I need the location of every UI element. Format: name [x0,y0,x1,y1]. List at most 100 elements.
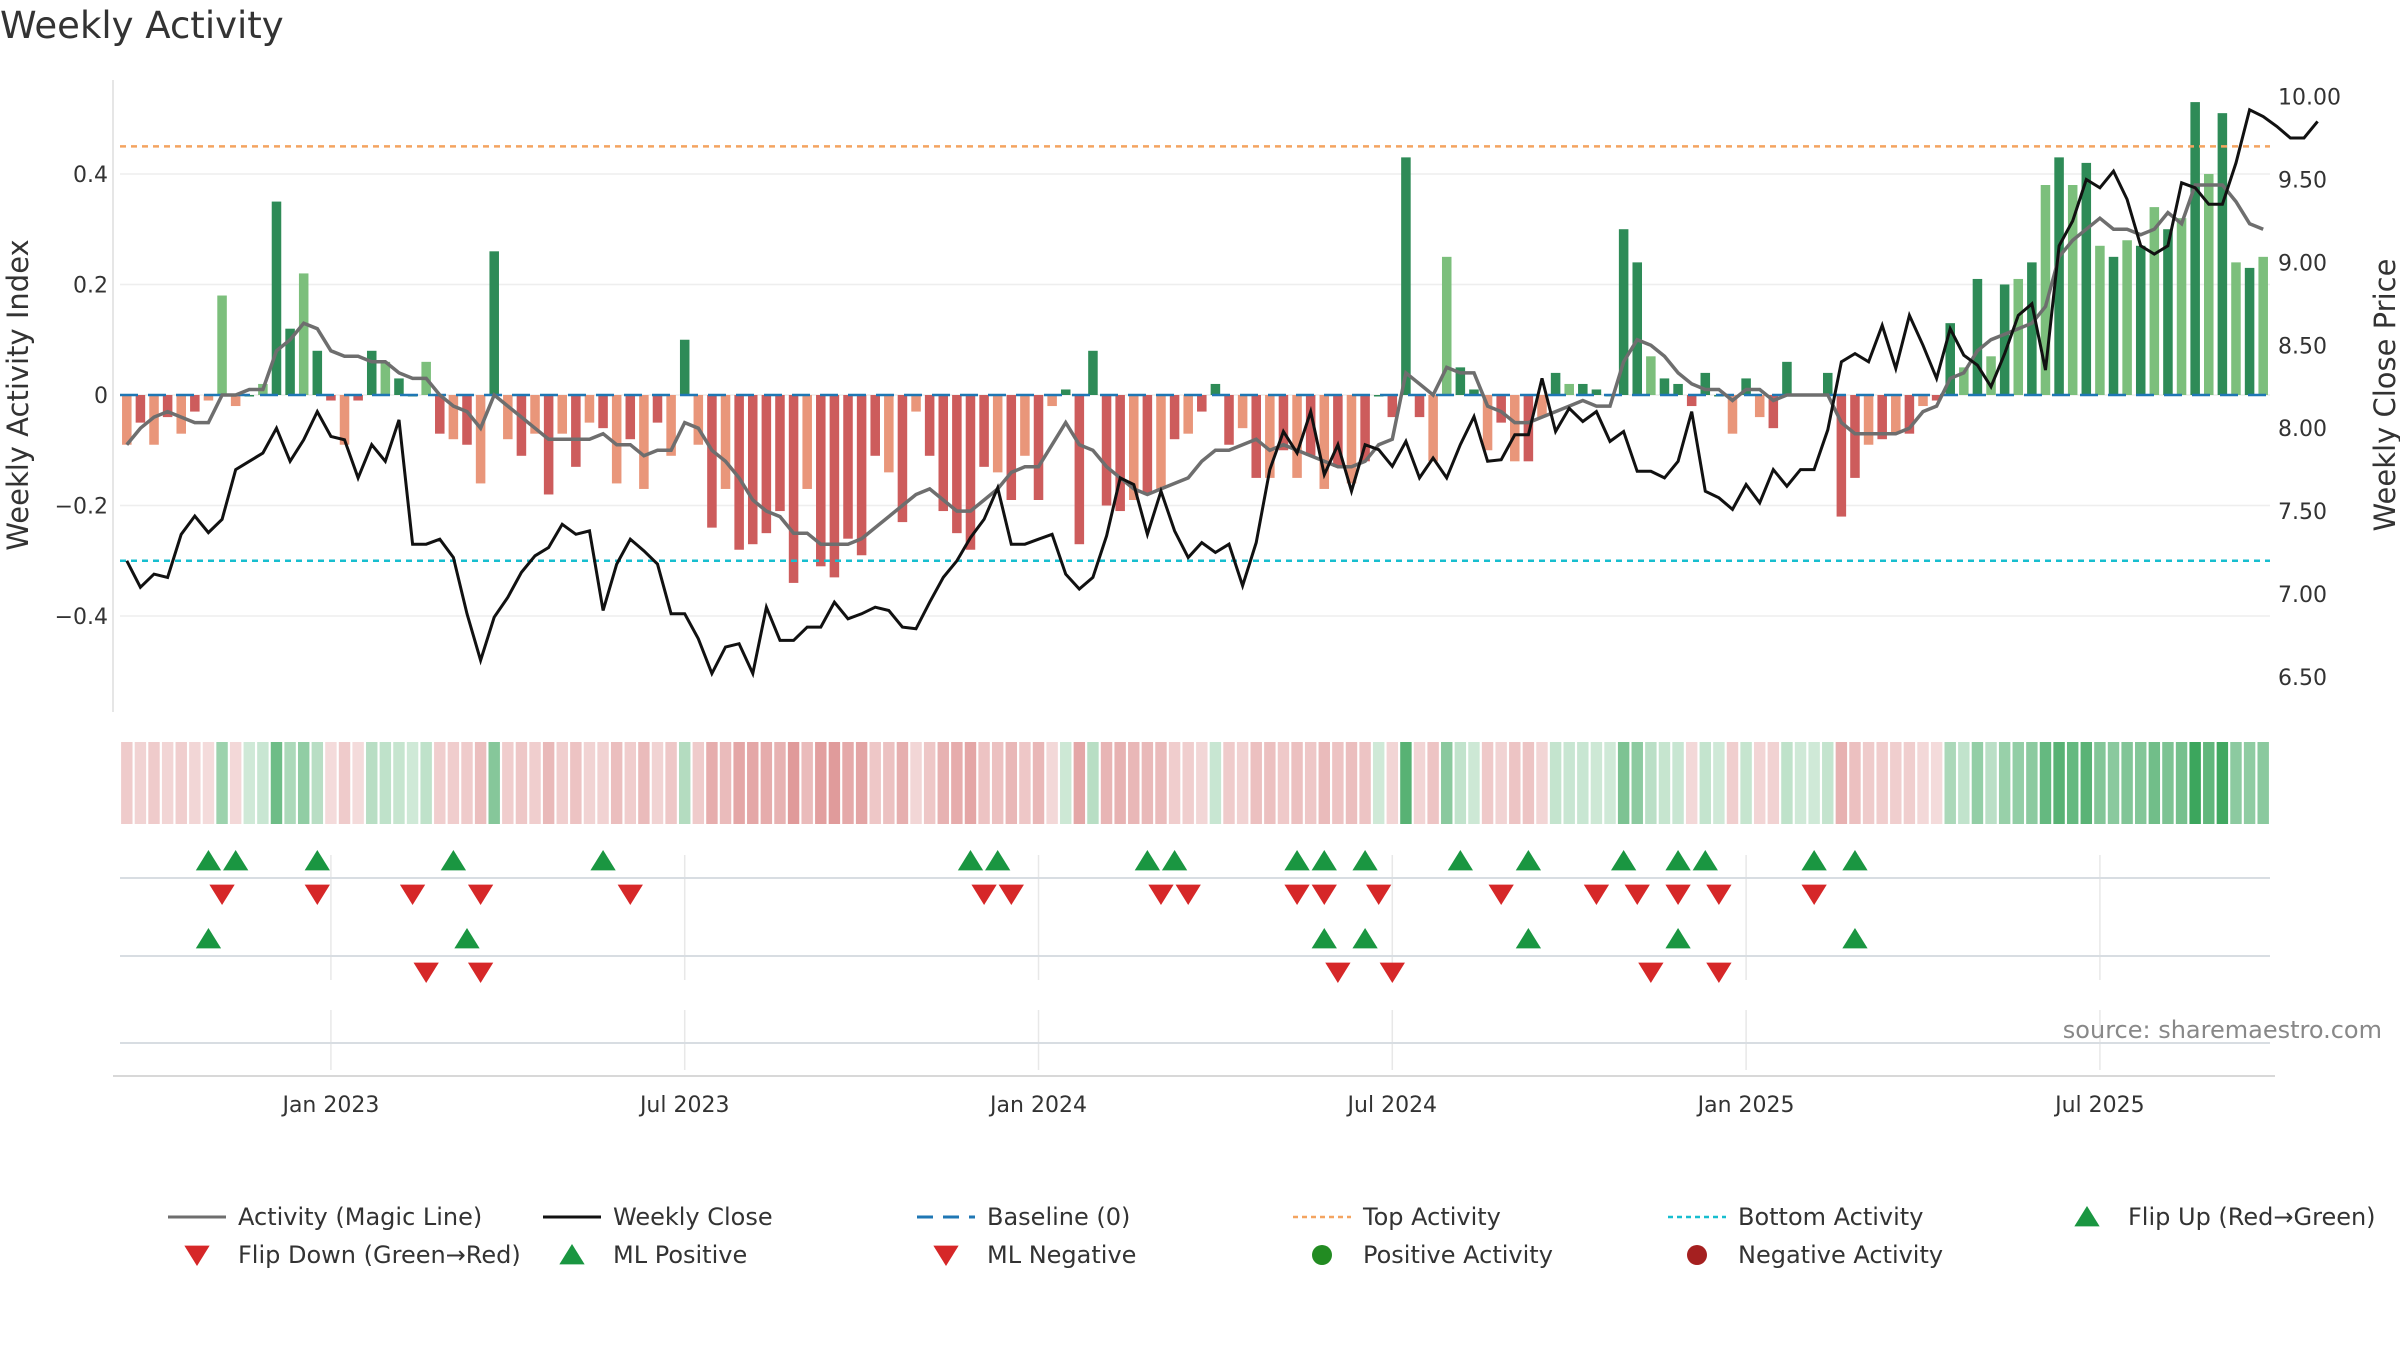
heat-strip-cell [1223,742,1235,824]
legend-label: Activity (Magic Line) [238,1203,482,1231]
activity-bar [162,395,173,418]
heat-strip-cell [1808,742,1820,824]
heat-strip-cell [2135,742,2147,824]
legend-swatch [933,1245,959,1266]
activity-bar [992,395,1003,473]
activity-bar [339,395,350,445]
flip-up-marker [1447,850,1473,871]
activity-bar [584,395,595,423]
heat-strip-cell [1441,742,1453,824]
activity-bar [516,395,527,456]
heat-strip-cell [570,742,582,824]
activity-bar [530,395,540,434]
activity-bar [366,350,377,395]
flip-down-marker [1801,884,1827,905]
heat-strip-cell [229,742,242,824]
heat-strip-cell [1400,742,1412,824]
activity-bar [788,395,799,583]
chart-title: Weekly Activity [0,4,284,47]
heat-strip-cell [134,742,147,824]
heat-strip-cell [1985,742,1997,824]
heat-strip-cell [216,742,228,824]
x-tick-label: Jul 2025 [2053,1093,2145,1118]
activity-bar [2217,113,2228,395]
activity-bar [1972,278,1983,395]
flip-down-marker [1488,884,1514,905]
activity-bar [1346,395,1357,484]
heat-strip-cell [774,742,786,824]
activity-bar [2149,207,2160,395]
legend-label: Flip Down (Green→Red) [238,1241,521,1269]
legend-label: Baseline (0) [987,1203,1130,1231]
activity-bar [1632,262,1643,395]
heat-strip-cell [175,742,187,824]
x-tick-label: Jul 2023 [638,1093,730,1118]
activity-bar [1455,367,1466,395]
heat-strip-cell [257,742,269,824]
activity-bar [1265,395,1275,478]
activity-bar [2163,229,2173,395]
y-left-tick-label: 0.4 [73,163,108,188]
heat-strip-cell [1032,742,1045,824]
flip-down-marker [209,884,235,905]
activity-bar [693,395,704,445]
activity-bar [1401,157,1411,395]
y-left-tick-label: 0.2 [73,273,108,298]
activity-bar [203,395,214,401]
heat-strip-cell [937,742,949,824]
activity-bar [1278,395,1289,451]
activity-bar [1646,356,1656,395]
activity-bar [707,395,717,528]
ml-positive-marker [1515,928,1542,949]
y-right-tick-label: 9.50 [2278,168,2327,193]
heat-strip-cell [2094,742,2106,824]
activity-bar [190,395,200,412]
heat-strip-cell [1740,742,1752,824]
heat-strip-cell [842,742,854,824]
heat-strip-cell [556,742,568,824]
heat-strip-cell [964,742,977,824]
activity-bar [2067,185,2078,395]
flip-down-marker [1284,884,1310,905]
heat-strip-cell [2107,742,2120,824]
heat-strip [121,742,2269,824]
heat-strip-cell [1917,742,1929,824]
activity-bar [1237,395,1248,429]
legend-label: ML Negative [987,1241,1136,1269]
heat-strip-cell [1767,742,1780,824]
activity-bar [2231,262,2241,395]
heat-strip-cell [1672,742,1684,824]
activity-bar [679,339,690,395]
y-right-tick-label: 6.50 [2278,666,2327,691]
heat-strip-cell [1822,742,1834,824]
activity-bar [1673,383,1683,395]
heat-strip-cell [284,742,296,824]
heat-strip-cell [420,742,432,824]
heat-strip-cell [692,742,705,824]
activity-bar [2204,173,2214,395]
y-left-tick-label: 0 [94,384,108,409]
ml-negative-marker [1638,962,1664,983]
activity-bar [1727,395,1738,434]
activity-bar [176,395,186,434]
heat-strip-cell [1754,742,1766,824]
flip-up-marker [1284,850,1310,871]
heat-strip-cell [1617,742,1630,824]
activity-bar [1523,395,1534,462]
heat-strip-cell [815,742,827,824]
heat-strip-cell [1645,742,1657,824]
heat-strip-cell [121,742,133,824]
heat-strip-cell [1413,742,1426,824]
activity-bar [720,395,731,489]
legend-label: Bottom Activity [1738,1203,1923,1231]
x-tick-label: Jan 2025 [1696,1093,1795,1118]
heat-strip-cell [1046,742,1058,824]
heat-strip-cell [1168,742,1181,824]
activity-bar [952,395,962,534]
activity-bar [1959,367,1969,395]
flip-up-marker [1665,850,1691,871]
heat-strip-cell [1713,742,1725,824]
heat-strip-cell [488,742,500,824]
heat-strip-cell [787,742,800,824]
